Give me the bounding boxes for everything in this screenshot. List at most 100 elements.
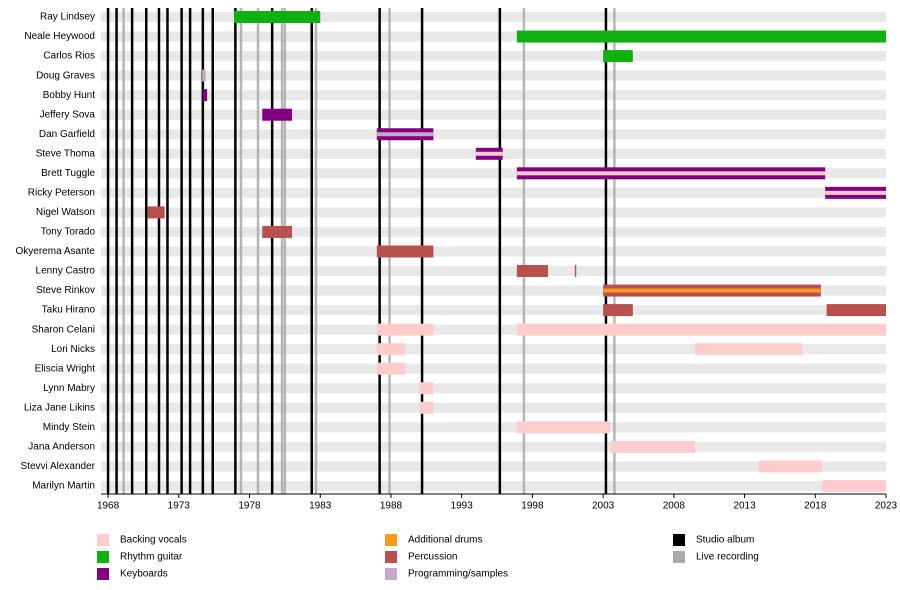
legend-swatch [385,551,397,563]
member-label: Taku Hirano [42,305,96,316]
x-tick-label: 1973 [168,501,191,512]
row-band [101,168,886,179]
x-tick-label: 2023 [875,501,898,512]
member-label: Lynn Mabry [43,383,95,394]
legend-swatch [385,534,397,546]
legend-label: Live recording [696,552,759,563]
span-bar [516,323,886,336]
span-bar [376,343,406,356]
legend-label: Rhythm guitar [120,552,183,563]
span-bar [516,265,548,278]
legend-label: Keyboards [120,569,168,580]
x-tick-label: 1983 [309,501,332,512]
x-tick-label: 2018 [804,501,827,512]
member-label: Stevvi Alexander [21,461,96,472]
member-label: Steve Thoma [36,148,96,159]
row-band [101,305,886,316]
span-inner [376,132,434,137]
row-band [101,109,886,120]
member-label: Ray Lindsey [40,12,95,23]
span-inner [475,151,503,156]
member-label: Lori Nicks [51,344,95,355]
row-band [101,461,886,472]
legend-swatch [97,568,109,580]
span-bar [233,11,321,23]
row-band [101,422,886,433]
row-band [101,266,886,277]
row-band [101,70,886,81]
row-band [101,226,886,237]
legend-swatch [97,551,109,563]
legend-label: Additional drums [408,535,482,546]
span-bar [147,206,165,219]
span-bar [574,265,577,278]
legend-label: Studio album [696,535,754,546]
row-band [101,207,886,218]
row-band [101,480,886,491]
row-band [101,90,886,101]
member-label: Jeffery Sova [40,109,96,120]
member-label: Doug Graves [36,70,95,81]
x-tick-label: 2008 [663,501,686,512]
member-label: Mindy Stein [43,422,95,433]
span-bar [516,421,611,434]
member-label: Brett Tuggle [41,168,95,179]
span-bar [610,440,696,453]
row-band [101,12,886,22]
member-label: Tony Torado [41,227,96,238]
member-label: Bobby Hunt [43,90,95,101]
x-tick-label: 2003 [592,501,615,512]
span-bar [695,343,803,356]
row-band [101,383,886,394]
legend-label: Programming/samples [408,569,508,580]
span-inner [603,288,821,293]
span-bar [419,401,434,414]
member-label: Ricky Peterson [28,188,95,199]
member-label: Steve Rinkov [36,285,95,296]
span-inner [825,190,886,195]
row-band [101,441,886,452]
span-bar [202,69,206,82]
member-label: Liza Jane Likins [24,402,95,413]
member-label: Jana Anderson [28,442,95,453]
member-label: Eliscia Wright [35,363,96,374]
span-bar [758,460,823,473]
row-band [101,31,886,42]
span-bar [376,323,434,336]
x-tick-label: 1968 [97,501,120,512]
span-bar [376,245,434,258]
span-bar [262,108,292,121]
legend-swatch [673,534,685,546]
row-band [101,344,886,355]
row-band [101,324,886,335]
member-label: Dan Garfield [39,129,95,140]
x-tick-label: 1998 [521,501,544,512]
span-bar [376,362,406,375]
member-label: Nigel Watson [36,207,95,218]
x-tick-label: 1993 [451,501,474,512]
row-band [101,246,886,257]
member-label: Okyerema Asante [16,246,96,257]
row-band [101,402,886,413]
legend-swatch [385,568,397,580]
member-label: Sharon Celani [32,324,95,335]
row-band [101,285,886,296]
span-bar [419,382,434,395]
member-label: Marilyn Martin [32,481,95,492]
legend-swatch [97,534,109,546]
member-label: Lenny Castro [36,266,96,277]
span-bar [826,304,886,317]
x-tick-label: 1988 [380,501,403,512]
row-band [101,51,886,62]
span-inner [516,171,826,176]
span-bar [603,304,633,317]
span-bar [202,89,208,102]
span-bar [516,30,886,43]
span-bar [822,479,886,492]
member-label: Carlos Rios [43,51,95,62]
x-tick-label: 2013 [733,501,756,512]
row-band [101,363,886,374]
span-bar [603,50,633,63]
legend-label: Backing vocals [120,535,187,546]
